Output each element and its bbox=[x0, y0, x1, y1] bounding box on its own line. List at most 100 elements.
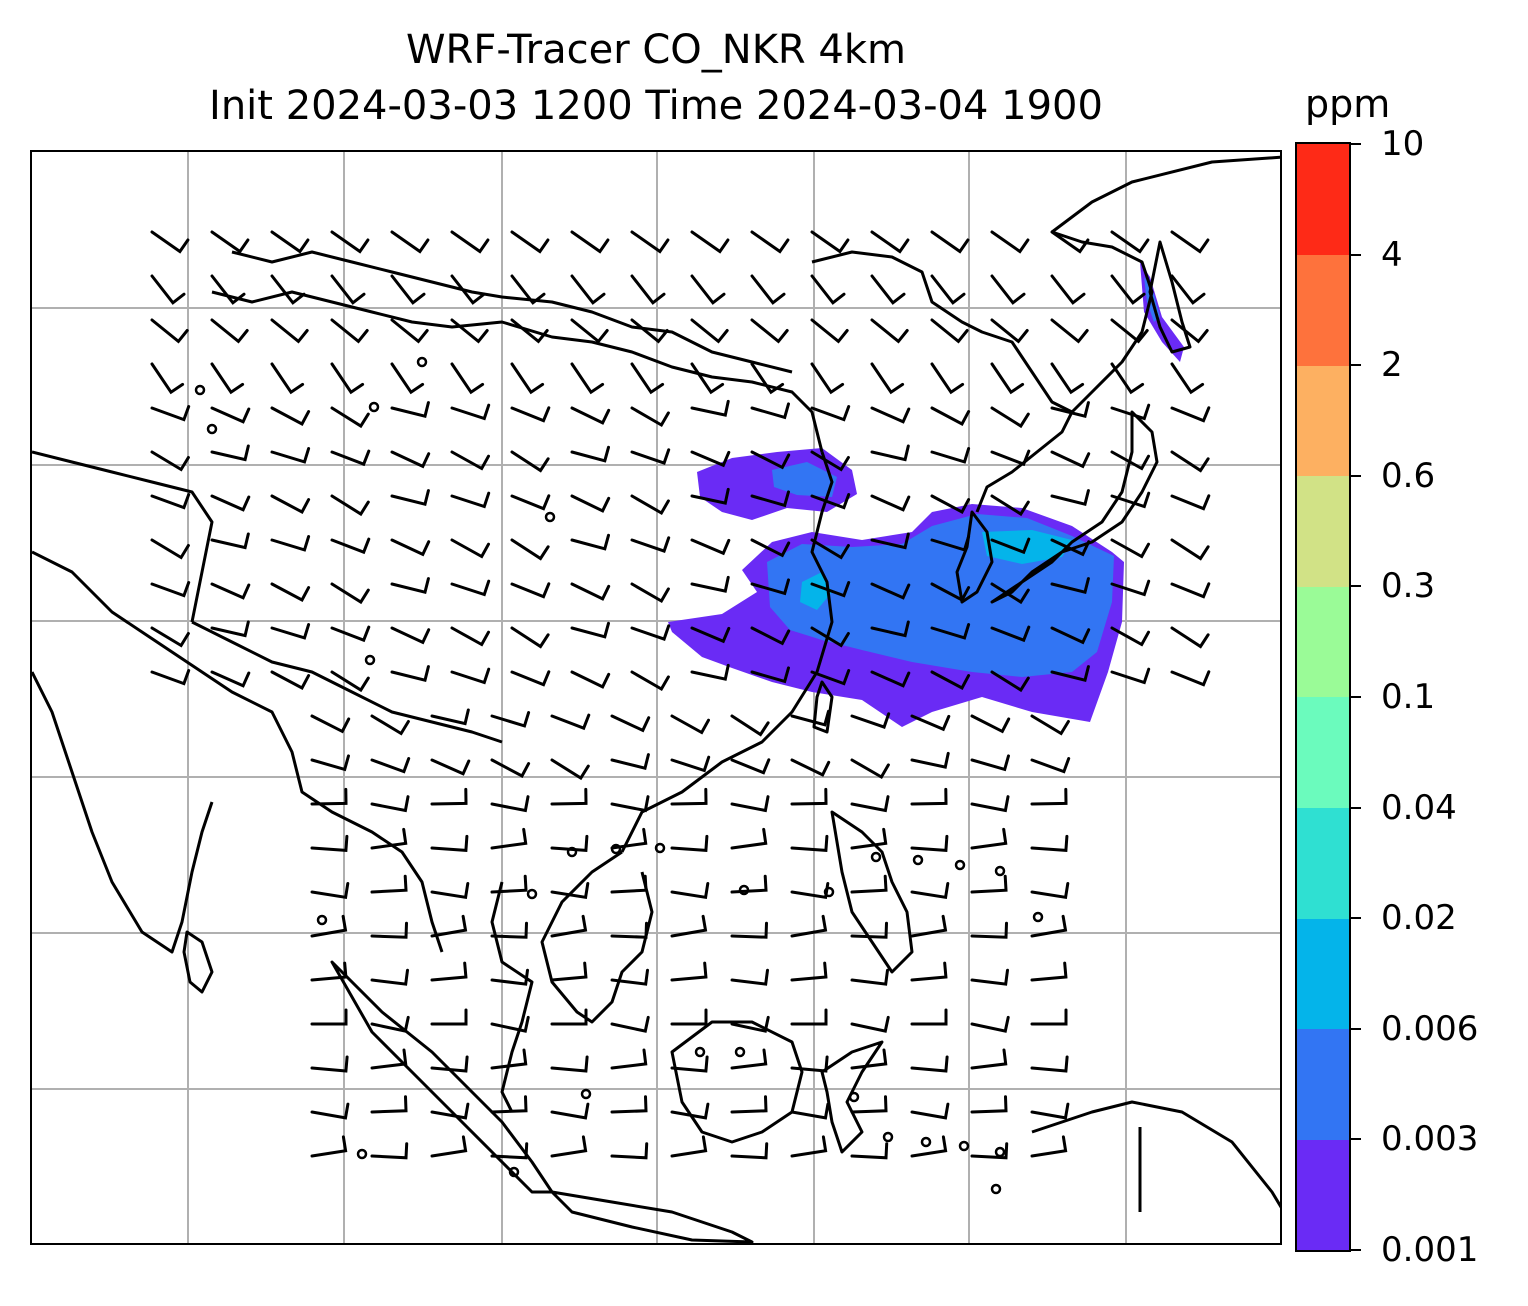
wind-barb bbox=[330, 582, 370, 605]
map-canvas bbox=[32, 152, 1280, 1243]
wind-barb bbox=[1110, 538, 1150, 559]
calm-wind-circle bbox=[734, 1046, 746, 1058]
wind-barb bbox=[850, 758, 890, 780]
coastline-borneo bbox=[670, 1020, 804, 1144]
wind-barb bbox=[550, 758, 590, 781]
colorbar-tick bbox=[1351, 1249, 1361, 1251]
wind-barb bbox=[210, 532, 250, 550]
wind-barb bbox=[810, 626, 850, 648]
wind-barb bbox=[310, 714, 351, 734]
wind-barb bbox=[390, 577, 430, 595]
wind-barb bbox=[990, 449, 1031, 467]
wind-barb bbox=[550, 1102, 590, 1120]
wind-barb bbox=[610, 1142, 649, 1160]
wind-barb bbox=[450, 362, 485, 395]
wind-barb bbox=[330, 406, 370, 429]
wind-barb bbox=[970, 968, 1009, 986]
wind-barb bbox=[730, 921, 768, 939]
wind-barb bbox=[750, 230, 790, 254]
wind-barb bbox=[430, 914, 468, 938]
wind-barb bbox=[330, 230, 370, 254]
wind-barb bbox=[210, 620, 250, 638]
wind-barb bbox=[1170, 538, 1210, 561]
colorbar-tick bbox=[1351, 585, 1361, 588]
wind-barb bbox=[570, 362, 605, 395]
wind-barb bbox=[330, 362, 365, 395]
wind-barb bbox=[150, 626, 190, 648]
wind-barb bbox=[870, 230, 910, 254]
wind-barb bbox=[1110, 491, 1151, 509]
wind-barb bbox=[270, 535, 311, 552]
wind-barb bbox=[970, 714, 1011, 734]
wind-barb bbox=[1050, 230, 1090, 254]
wind-barb bbox=[270, 318, 309, 344]
wind-barb bbox=[630, 536, 671, 554]
wind-barb bbox=[630, 670, 670, 692]
wind-barb bbox=[870, 406, 911, 424]
wind-barb bbox=[750, 626, 791, 646]
wind-barb bbox=[430, 882, 470, 900]
coastline-java bbox=[550, 1190, 754, 1243]
wind-barb bbox=[610, 795, 650, 813]
map-panel[interactable] bbox=[30, 150, 1282, 1245]
wind-barb bbox=[810, 230, 850, 254]
colorbar-tick bbox=[1351, 696, 1361, 698]
wind-barb bbox=[550, 1008, 588, 1026]
wind-barb bbox=[310, 914, 348, 938]
wind-barb bbox=[430, 758, 471, 776]
wind-barb bbox=[430, 1102, 470, 1120]
wind-barb bbox=[1170, 670, 1211, 687]
wind-barb bbox=[550, 1135, 588, 1158]
wind-barb bbox=[1030, 1135, 1068, 1158]
wind-barb bbox=[1170, 582, 1211, 599]
wind-barb bbox=[390, 362, 425, 395]
wind-barb bbox=[570, 230, 610, 254]
wind-barb bbox=[1170, 494, 1211, 511]
wind-barb bbox=[610, 753, 650, 771]
wind-barb bbox=[570, 274, 606, 305]
calm-wind-circle bbox=[610, 843, 622, 855]
wind-barb bbox=[790, 834, 829, 853]
wind-barb bbox=[450, 274, 486, 305]
wind-barb bbox=[390, 626, 431, 645]
wind-barb bbox=[690, 538, 731, 556]
wind-barb bbox=[330, 274, 366, 305]
wind-barb bbox=[630, 362, 665, 395]
wind-barb bbox=[790, 1055, 829, 1073]
colorbar-tick-label: 0.001 bbox=[1381, 1230, 1479, 1270]
wind-barb bbox=[1030, 714, 1070, 736]
wind-barb bbox=[1030, 914, 1068, 938]
wind-barb bbox=[490, 758, 531, 779]
wind-barb bbox=[330, 449, 371, 467]
wind-barb bbox=[850, 1048, 888, 1070]
wind-barb bbox=[970, 1095, 1008, 1114]
wind-barb bbox=[1030, 961, 1068, 982]
wind-barb bbox=[450, 230, 490, 254]
coastline-russia-north bbox=[811, 250, 1073, 414]
wind-barb bbox=[730, 1142, 769, 1160]
wind-barb bbox=[750, 402, 790, 420]
calm-wind-circle bbox=[526, 888, 538, 900]
wind-barb bbox=[990, 362, 1025, 395]
coastline-sulawesi bbox=[820, 1040, 884, 1154]
wind-barb bbox=[970, 921, 1008, 939]
colorbar-tick-label: 10 bbox=[1381, 124, 1425, 164]
wind-barb bbox=[1050, 318, 1089, 344]
wind-barb bbox=[750, 538, 791, 558]
calm-wind-circle bbox=[364, 654, 376, 666]
wind-barb bbox=[490, 827, 528, 850]
wind-barb bbox=[270, 406, 311, 427]
wind-barb bbox=[850, 968, 889, 986]
wind-barb bbox=[790, 1135, 828, 1158]
wind-barb bbox=[690, 274, 726, 305]
wind-barb bbox=[970, 1048, 1008, 1070]
wind-barb bbox=[490, 874, 528, 894]
wind-barb bbox=[750, 666, 790, 684]
colorbar-tick-label: 0.02 bbox=[1381, 898, 1457, 939]
wind-barb bbox=[610, 714, 651, 733]
wind-barb bbox=[690, 399, 730, 417]
wind-barb bbox=[730, 874, 768, 894]
wind-barb bbox=[370, 827, 408, 850]
wind-barb bbox=[1170, 406, 1211, 423]
wind-barb bbox=[390, 318, 429, 344]
